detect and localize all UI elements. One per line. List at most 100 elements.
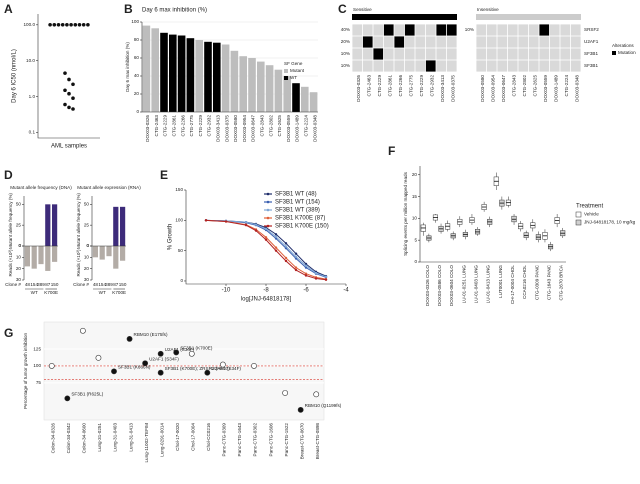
- y-tick-label: 0: [18, 243, 21, 248]
- group-title: Sensitive: [353, 7, 372, 12]
- y-tick-label: 5: [414, 237, 417, 242]
- y-tick-label: 15: [412, 194, 418, 199]
- y-tick-label: 40: [134, 73, 140, 78]
- point: [274, 246, 278, 249]
- y-tick-label: 80: [134, 37, 140, 42]
- point: [254, 229, 258, 232]
- column-label: DOX03-0647: [501, 75, 506, 102]
- heat-cell: [352, 24, 363, 36]
- point: [313, 391, 320, 398]
- x-tick-label: DOX03-0326 COLO: [425, 265, 430, 307]
- panel-letter: E: [160, 168, 168, 182]
- row-label: SRSF2: [584, 27, 599, 32]
- heat-cell: [404, 48, 415, 60]
- y-tick-label: 30: [84, 277, 90, 282]
- dot: [71, 96, 75, 101]
- heat-cell: [362, 24, 373, 36]
- legend-marker: [266, 200, 270, 204]
- heat-cell: [528, 24, 539, 36]
- bar: [283, 76, 291, 112]
- heat-cell: [549, 36, 560, 48]
- bar: [45, 204, 51, 246]
- column-label: DOX03-0954: [490, 75, 495, 102]
- heat-cell: [404, 36, 415, 48]
- row-percent: 10%: [465, 27, 474, 32]
- y-tick-label: 0: [86, 243, 89, 248]
- y-tick-label: 20: [16, 266, 22, 271]
- x-tick-label: 87: [113, 282, 119, 287]
- x-tick-label: -4: [343, 288, 349, 294]
- x-tick-label: LU-01-0251 LUNG: [461, 265, 466, 304]
- x-tick-label: CTG-1643 PANC: [546, 264, 551, 300]
- y-tick-label: 100: [175, 218, 183, 223]
- bar: [177, 35, 186, 112]
- column-label: CTG-2932: [429, 75, 434, 97]
- bar: [52, 204, 58, 246]
- bar: [99, 246, 105, 260]
- row-label: U2AF1: [584, 39, 599, 44]
- point: [48, 363, 55, 369]
- heat-cell: [570, 36, 581, 48]
- panel-letter: A: [4, 2, 13, 16]
- y-tick-label: 10: [16, 255, 22, 260]
- x-tick-label: Panc-CTG-1643: [237, 423, 242, 457]
- heat-cell: [436, 60, 447, 72]
- dot: [67, 77, 71, 82]
- x-tick-label: CTG-2670 BRCA: [559, 264, 564, 300]
- point: [294, 252, 298, 255]
- column-label: DOX03-0348: [574, 75, 579, 102]
- heat-cell: [404, 60, 415, 72]
- heat-cell: [549, 60, 560, 72]
- column-label: DOX03-0375: [450, 75, 455, 102]
- heat-cell: [446, 36, 457, 48]
- x-tick-label: DOX03-3413: [216, 115, 221, 142]
- y-tick-label: 0: [414, 259, 417, 264]
- row-percent: 10%: [341, 51, 350, 56]
- y-tick-label: 50: [178, 248, 184, 253]
- x-tick-label: CTG-2625: [277, 115, 282, 137]
- bar: [248, 58, 256, 112]
- point: [304, 272, 308, 275]
- x-tick-label: LUT0001 LUNG: [498, 265, 503, 298]
- x-tick-label: Panc-CTG-1606: [268, 423, 273, 457]
- heat-cell: [425, 36, 436, 48]
- heat-cell: [425, 60, 436, 72]
- dot: [63, 102, 67, 107]
- column-label: CTG-2861: [387, 75, 392, 97]
- heat-cell: [394, 24, 405, 36]
- group-label: WT: [31, 290, 38, 295]
- point: [304, 266, 308, 269]
- point: [219, 361, 226, 368]
- y-tick-label: 100.0: [24, 22, 36, 27]
- group-label: WT: [99, 290, 106, 295]
- point: [284, 242, 288, 245]
- axes: [185, 190, 346, 285]
- x-tick-label: DOX03-0604 COLO: [449, 265, 454, 307]
- point: [274, 233, 278, 236]
- heat-cell: [570, 60, 581, 72]
- x-tick-label: 154: [30, 282, 38, 287]
- x-tick-label: CTG-2775: [189, 115, 194, 137]
- y-axis-label: Mutant allele frequency (%): [76, 193, 81, 249]
- x-tick-label: CTG-2861: [172, 115, 177, 137]
- x-tick-label: Panc-CTG-1522: [284, 423, 289, 457]
- point: [324, 278, 328, 281]
- y-axis-label: Mutant allele frequency (%): [8, 193, 13, 249]
- legend-label: Mutant: [290, 68, 305, 73]
- group-label: K700E: [44, 290, 58, 295]
- y-tick-label: 60: [134, 55, 140, 60]
- heat-cell: [373, 24, 384, 36]
- heat-cell: [383, 24, 394, 36]
- heat-cell: [570, 24, 581, 36]
- point: [304, 264, 308, 268]
- bar: [195, 40, 203, 112]
- point: [297, 406, 304, 413]
- group-header: [476, 14, 581, 20]
- y-tick-label: 75: [36, 380, 42, 385]
- heat-cell: [560, 60, 571, 72]
- column-label: CTG-2843: [511, 75, 516, 97]
- heat-cell: [352, 36, 363, 48]
- heat-cell: [539, 36, 550, 48]
- x-tick-label: Lung-0291-0014: [159, 423, 164, 457]
- point: [264, 236, 268, 239]
